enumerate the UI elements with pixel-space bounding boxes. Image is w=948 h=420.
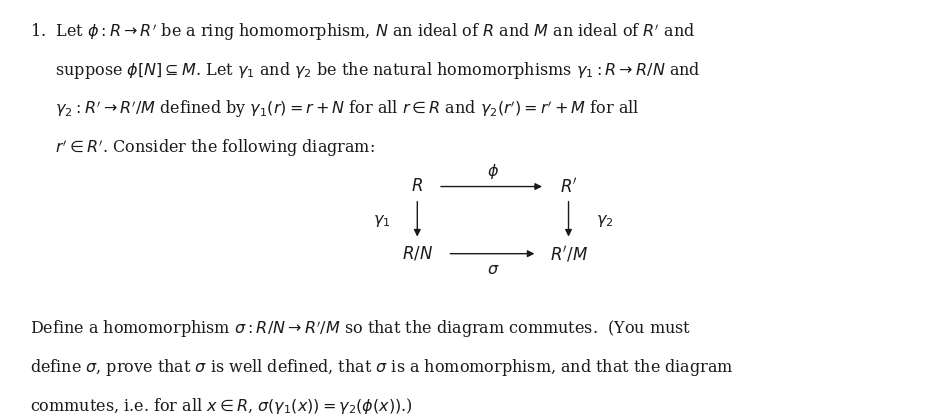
Text: Define a homomorphism $\sigma: R/N \rightarrow R'/M$ so that the diagram commute: Define a homomorphism $\sigma: R/N \righ… xyxy=(29,319,691,340)
Text: commutes, i.e. for all $x \in R$, $\sigma(\gamma_1(x)) = \gamma_2(\phi(x))$.): commutes, i.e. for all $x \in R$, $\sigm… xyxy=(29,396,412,416)
Text: $R/N$: $R/N$ xyxy=(402,245,433,262)
Text: $R$: $R$ xyxy=(411,178,423,195)
Text: $\gamma_2: R' \rightarrow R'/M$ defined by $\gamma_1(r) = r + N$ for all $r \in : $\gamma_2: R' \rightarrow R'/M$ defined … xyxy=(29,99,639,121)
Text: $\gamma_2$: $\gamma_2$ xyxy=(595,212,613,228)
Text: $r' \in R'$. Consider the following diagram:: $r' \in R'$. Consider the following diag… xyxy=(29,138,374,159)
Text: 1.  Let $\phi: R \rightarrow R'$ be a ring homomorphism, $N$ an ideal of $R$ and: 1. Let $\phi: R \rightarrow R'$ be a rin… xyxy=(29,22,695,43)
Text: suppose $\phi[N] \subseteq M$. Let $\gamma_1$ and $\gamma_2$ be the natural homo: suppose $\phi[N] \subseteq M$. Let $\gam… xyxy=(29,60,701,81)
Text: $R'/M$: $R'/M$ xyxy=(550,244,588,264)
Text: $\sigma$: $\sigma$ xyxy=(486,261,500,278)
Text: define $\sigma$, prove that $\sigma$ is well defined, that $\sigma$ is a homomor: define $\sigma$, prove that $\sigma$ is … xyxy=(29,357,734,378)
Text: $R'$: $R'$ xyxy=(559,177,577,196)
Text: $\gamma_1$: $\gamma_1$ xyxy=(373,212,390,228)
Text: $\phi$: $\phi$ xyxy=(487,162,499,181)
